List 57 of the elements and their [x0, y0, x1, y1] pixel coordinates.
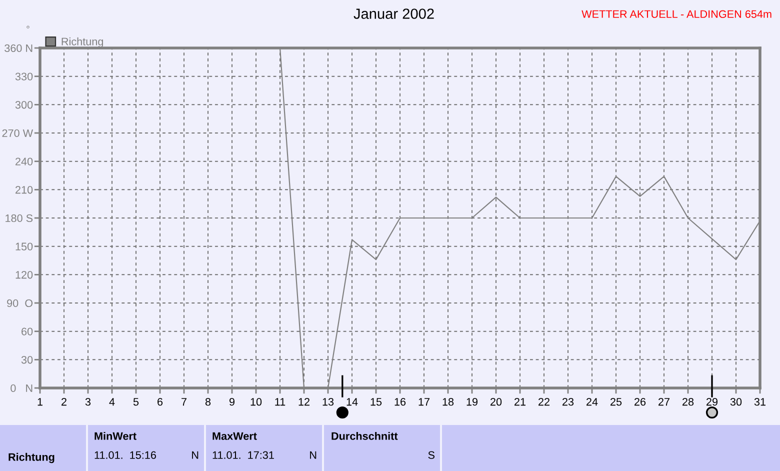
y-tick-label: 210	[16, 186, 33, 194]
text: S	[428, 451, 434, 459]
x-tick-label: 16	[394, 398, 406, 406]
x-tick-label: 23	[562, 398, 574, 406]
chart-title: Januar 2002	[354, 8, 434, 19]
x-tick-label: 30	[730, 398, 742, 406]
x-tick-label: 18	[442, 398, 454, 406]
x-tick-label: 14	[346, 398, 358, 406]
x-tick-label: 3	[85, 398, 91, 406]
x-tick-label: 19	[466, 398, 478, 406]
x-tick-label: 22	[538, 398, 550, 406]
y-tick-label: 30	[21, 356, 33, 364]
x-tick-label: 1	[38, 398, 42, 406]
x-tick-label: 9	[229, 398, 234, 406]
x-tick-label: 11	[275, 398, 286, 406]
y-tick-label: 120	[16, 271, 33, 279]
x-tick-label: 2	[62, 398, 66, 406]
x-tick-label: 5	[133, 398, 139, 406]
x-tick-label: 28	[682, 398, 694, 406]
text: Richtung	[8, 452, 54, 464]
x-tick-label: 15	[370, 398, 382, 406]
text: 11.01. 17:31	[212, 451, 274, 459]
x-tick-label: 31	[754, 398, 766, 406]
y-tick-label: 180 S	[6, 214, 33, 222]
x-tick-label: 6	[158, 398, 163, 406]
x-tick-label: 27	[658, 398, 670, 406]
y-axis-title: °	[26, 26, 30, 28]
y-tick-label: 360 N	[4, 44, 32, 52]
y-tick-label: 0 N	[10, 384, 32, 392]
y-tick-label: 330	[15, 72, 33, 80]
y-tick-label: 300	[15, 101, 33, 109]
y-tick-label: 60	[22, 328, 33, 336]
x-tick-label: 7	[182, 398, 186, 406]
x-tick-label: 21	[514, 398, 526, 406]
text: WETTER AKTUELL - ALDINGEN 654m	[582, 10, 772, 18]
x-tick-label: 8	[205, 398, 211, 406]
y-tick-label: 240	[16, 158, 33, 166]
x-tick-label: 13	[322, 398, 334, 406]
x-tick-label: 26	[634, 398, 646, 406]
y-tick-label: 90 O	[7, 299, 33, 308]
y-tick-label: 270 W	[2, 129, 34, 138]
text: MinWert	[94, 432, 136, 440]
text: Durchschnitt	[332, 432, 398, 440]
text: N	[310, 451, 316, 459]
x-tick-label: 24	[586, 398, 598, 406]
text: 11.01. 15:16	[94, 451, 156, 459]
text: MaxWert	[212, 432, 257, 440]
text: N	[192, 451, 198, 459]
x-tick-label: 12	[298, 398, 310, 406]
x-tick-label: 10	[250, 398, 262, 406]
x-tick-label: 25	[610, 398, 622, 406]
x-tick-label: 20	[490, 398, 502, 406]
legend-label: Richtung	[62, 37, 103, 48]
x-tick-label: 29	[706, 398, 718, 406]
x-tick-label: 4	[109, 398, 115, 406]
y-tick-label: 150	[16, 242, 33, 250]
x-tick-label: 17	[418, 398, 430, 406]
